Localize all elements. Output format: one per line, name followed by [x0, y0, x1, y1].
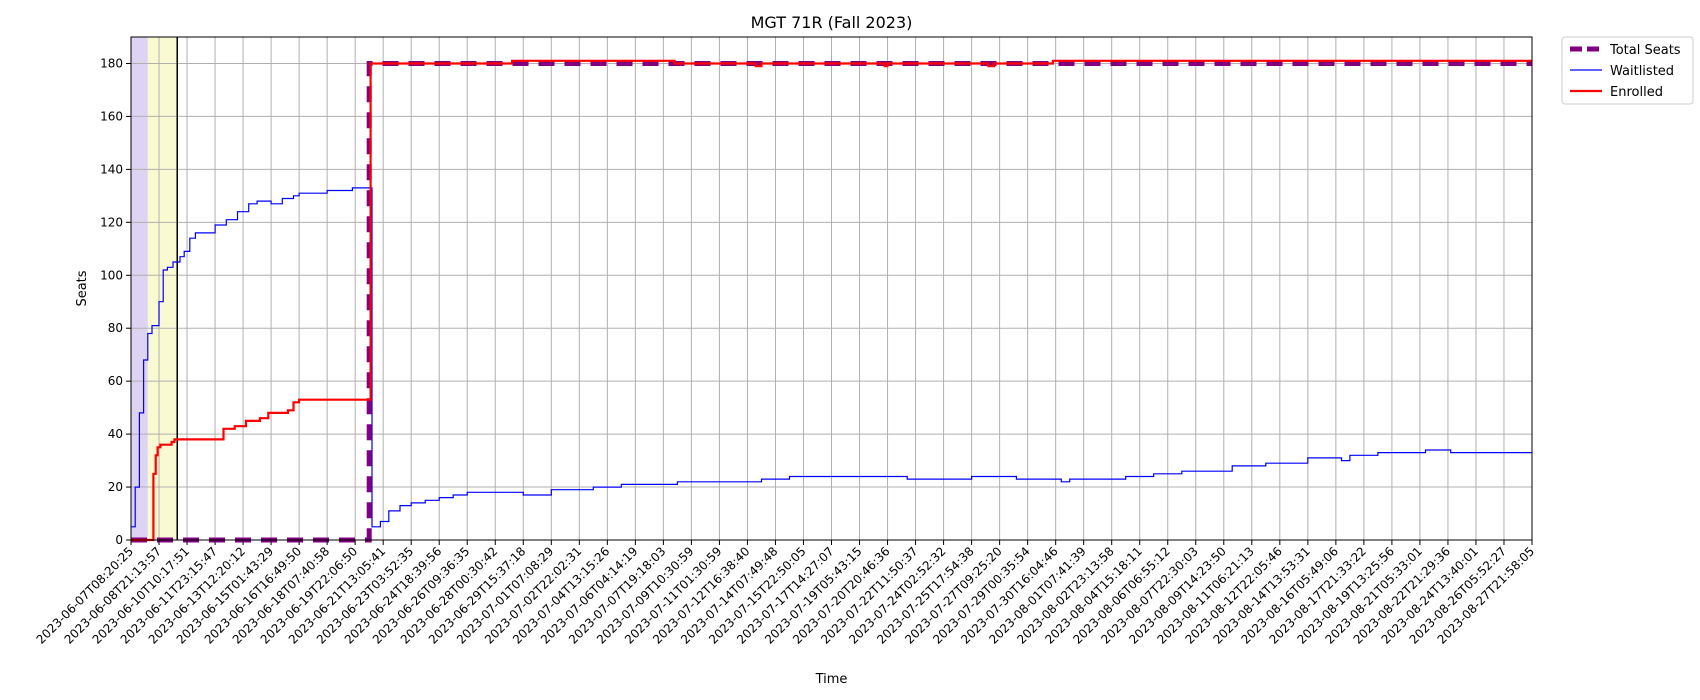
y-tick-label: 20 — [108, 480, 123, 494]
shaded-span-1 — [147, 37, 178, 540]
chart-title: MGT 71R (Fall 2023) — [751, 13, 913, 32]
y-tick-label: 100 — [100, 268, 123, 282]
y-ticks: 0 20 40 60 80 100 120 140 160 180 — [100, 56, 131, 547]
legend-label: Waitlisted — [1610, 64, 1674, 79]
y-tick-label: 120 — [100, 215, 123, 229]
shaded-span-0 — [131, 37, 148, 540]
legend-label: Total Seats — [1609, 43, 1681, 58]
y-axis-label: Seats — [75, 270, 90, 306]
series-line-waitlisted — [131, 187, 1532, 528]
x-axis-label: Time — [815, 672, 848, 687]
shaded-spans — [131, 37, 178, 540]
series-line-enrolled — [131, 59, 1532, 542]
y-tick-label: 60 — [108, 374, 123, 388]
y-tick-label: 180 — [100, 56, 123, 70]
y-tick-label: 140 — [100, 162, 123, 176]
y-tick-label: 80 — [108, 321, 123, 335]
y-tick-label: 0 — [115, 533, 123, 547]
legend: Total Seats Waitlisted Enrolled — [1561, 36, 1694, 105]
x-ticks: 2023-06-07T08:20:252023-06-08T21:13:5720… — [34, 540, 1537, 647]
y-tick-label: 40 — [108, 427, 123, 441]
legend-box — [1561, 36, 1694, 105]
y-tick-label: 160 — [100, 109, 123, 123]
grid-lines — [130, 37, 1533, 541]
legend-label: Enrolled — [1610, 85, 1663, 100]
